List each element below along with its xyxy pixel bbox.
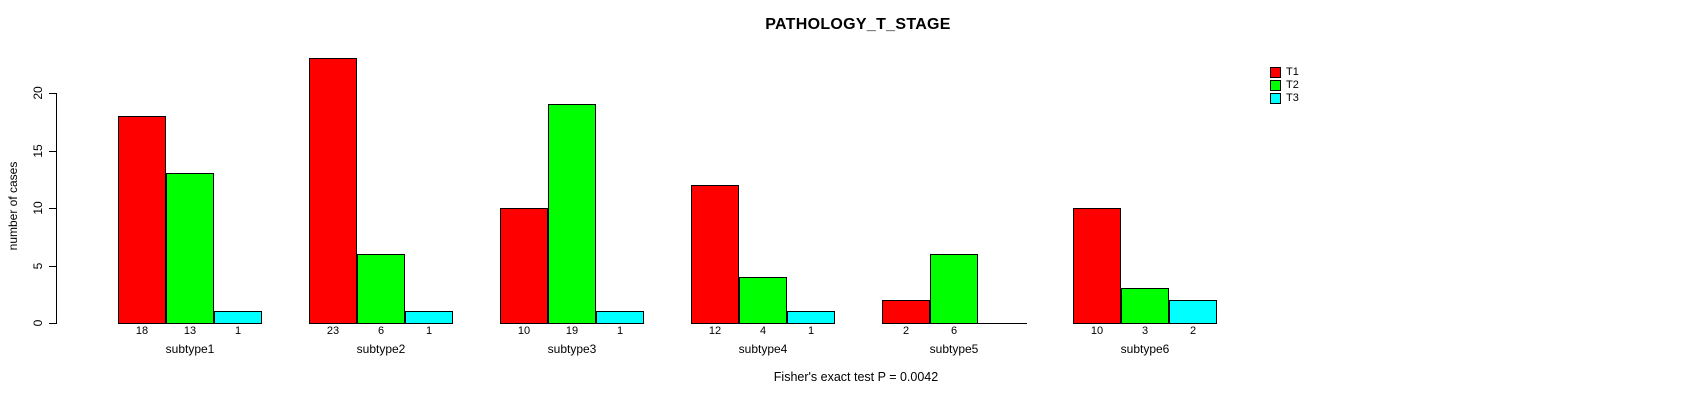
legend-swatch-t2-icon: [1270, 80, 1281, 91]
legend-item-t2: T2: [1270, 79, 1299, 92]
legend-swatch-t3-icon: [1270, 93, 1281, 104]
y-axis-label: number of cases: [6, 161, 20, 251]
legend: T1 T2 T3: [1270, 66, 1299, 105]
bar-value-label: 18: [135, 325, 149, 337]
bar-t1-subtype1: [118, 116, 166, 324]
bar-t2-subtype5: [930, 254, 978, 324]
bar-t3-subtype5-zero: [978, 323, 1027, 324]
bar-value-label: 19: [565, 325, 579, 337]
bar-value-label: 12: [708, 325, 722, 337]
bar-t3-subtype4: [787, 311, 835, 324]
bar-t2-subtype4: [739, 277, 787, 324]
category-label: subtype5: [929, 342, 979, 356]
fisher-test-annotation: Fisher's exact test P = 0.0042: [773, 370, 939, 384]
bar-value-label: 3: [1141, 325, 1149, 337]
y-tick-mark: [49, 323, 56, 324]
legend-label-t3: T3: [1286, 92, 1299, 104]
chart-title: PATHOLOGY_T_STAGE: [765, 16, 951, 33]
bar-t2-subtype2: [357, 254, 405, 324]
y-tick-mark: [49, 266, 56, 267]
category-label: subtype4: [738, 342, 788, 356]
category-label: subtype2: [356, 342, 406, 356]
bar-t2-subtype3: [548, 104, 596, 324]
bar-t1-subtype3: [500, 208, 548, 324]
bar-value-label: 1: [616, 325, 624, 337]
category-label: subtype6: [1120, 342, 1170, 356]
y-tick-mark: [49, 93, 56, 94]
bar-value-label: 1: [425, 325, 433, 337]
legend-item-t1: T1: [1270, 66, 1299, 79]
y-tick-label: 5: [31, 262, 45, 270]
bar-value-label: 2: [902, 325, 910, 337]
y-tick-label: 10: [31, 201, 45, 215]
bar-t3-subtype1: [214, 311, 262, 324]
bar-t1-subtype2: [309, 58, 357, 324]
bar-value-label: 6: [950, 325, 958, 337]
bar-t3-subtype6: [1169, 300, 1217, 324]
y-tick-mark: [49, 208, 56, 209]
bar-t2-subtype1: [166, 173, 214, 324]
bar-t3-subtype2: [405, 311, 453, 324]
category-label: subtype1: [165, 342, 215, 356]
bar-value-label: 4: [759, 325, 767, 337]
legend-label-t2: T2: [1286, 79, 1299, 91]
bar-t2-subtype6: [1121, 288, 1169, 324]
bar-value-label: 23: [326, 325, 340, 337]
category-label: subtype3: [547, 342, 597, 356]
legend-item-t3: T3: [1270, 92, 1299, 105]
legend-label-t1: T1: [1286, 66, 1299, 78]
y-axis-line: [56, 93, 57, 324]
bar-value-label: 1: [234, 325, 242, 337]
y-tick-label: 20: [31, 86, 45, 100]
bar-t1-subtype6: [1073, 208, 1121, 324]
bar-t1-subtype5: [882, 300, 930, 324]
y-tick-label: 15: [31, 144, 45, 158]
bar-value-label: 13: [183, 325, 197, 337]
y-tick-label: 0: [31, 319, 45, 327]
bar-t3-subtype3: [596, 311, 644, 324]
y-tick-mark: [49, 151, 56, 152]
bar-value-label: 10: [517, 325, 531, 337]
bar-value-label: 2: [1189, 325, 1197, 337]
bar-value-label: 6: [377, 325, 385, 337]
bar-value-label: 10: [1090, 325, 1104, 337]
legend-swatch-t1-icon: [1270, 67, 1281, 78]
bar-value-label: 1: [807, 325, 815, 337]
bar-t1-subtype4: [691, 185, 739, 324]
